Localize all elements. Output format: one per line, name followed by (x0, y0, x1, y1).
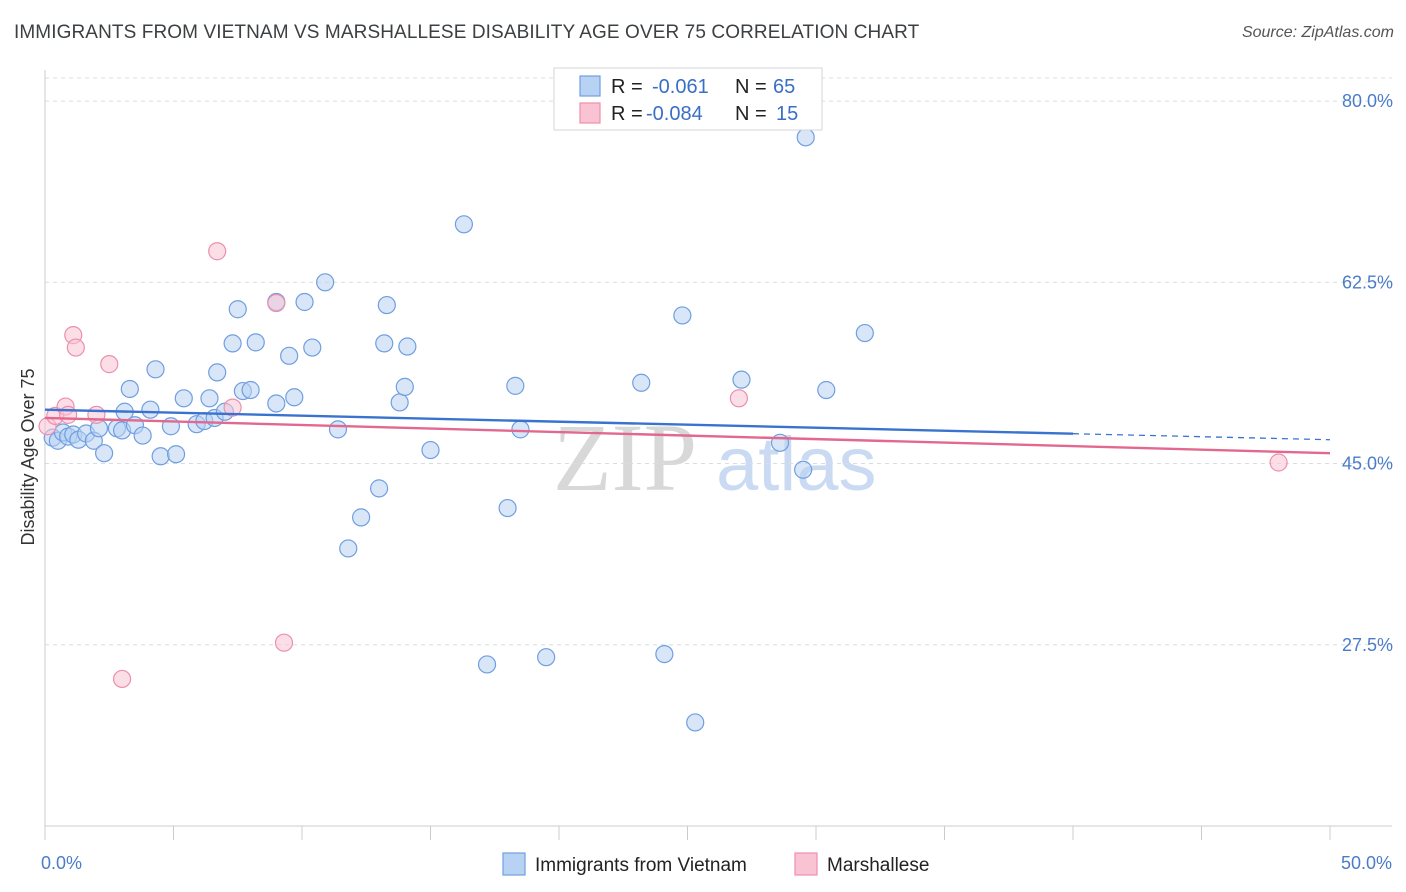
point-pink-11 (267, 293, 286, 313)
y-tick-label-1: 62.5% (1342, 272, 1393, 292)
point-blue-31 (241, 380, 260, 400)
data-points (38, 128, 1288, 732)
point-blue-59 (686, 713, 705, 732)
point-blue-26 (208, 363, 227, 382)
point-blue-56 (632, 373, 651, 392)
x-tick-label-1: 50.0% (1341, 853, 1392, 873)
point-pink-13 (729, 389, 749, 408)
point-blue-51 (477, 655, 497, 674)
point-blue-36 (285, 388, 304, 407)
point-blue-24 (200, 389, 219, 408)
point-blue-57 (655, 644, 674, 664)
legend-n-value-vietnam: 65 (773, 76, 795, 98)
axes (44, 70, 1392, 840)
point-pink-14 (1269, 453, 1288, 472)
legend-r-value-marshallese: -0.084 (646, 103, 703, 125)
series-legend-swatch-marshallese (794, 852, 818, 876)
point-blue-60 (732, 370, 751, 389)
point-pink-6 (87, 405, 106, 424)
point-blue-34 (267, 394, 286, 413)
legend-swatch-marshallese (579, 102, 601, 124)
x-tick-label-0: 0.0% (41, 853, 82, 873)
point-blue-48 (398, 337, 417, 356)
point-blue-55 (537, 648, 556, 667)
series-legend-label-marshallese: Marshallese (827, 855, 929, 876)
point-blue-40 (328, 420, 348, 439)
legend-r-value-vietnam: -0.061 (652, 76, 709, 98)
watermark-zip: ZIP (553, 404, 697, 511)
legend-n-label-vietnam: N = (735, 76, 767, 98)
point-pink-8 (112, 669, 132, 689)
point-blue-16 (141, 400, 160, 419)
tick-labels: 80.0% 62.5% 45.0% 27.5% 0.0% 50.0% (41, 91, 1393, 873)
point-blue-62 (794, 460, 813, 479)
point-blue-45 (377, 295, 396, 315)
source-label: Source: ZipAtlas.com (1241, 24, 1394, 41)
legend-r-label-vietnam: R = (611, 76, 643, 98)
trend-line-blue (44, 408, 1074, 435)
point-pink-10 (223, 398, 242, 417)
point-blue-42 (352, 508, 371, 527)
point-blue-17 (146, 360, 165, 379)
point-blue-18 (151, 447, 170, 466)
point-pink-9 (208, 242, 227, 261)
chart-title: IMMIGRANTS FROM VIETNAM VS MARSHALLESE D… (14, 22, 920, 43)
series-legend-swatch-vietnam (502, 852, 526, 876)
point-blue-21 (174, 389, 193, 408)
y-tick-label-3: 27.5% (1342, 635, 1393, 655)
stats-legend: R = -0.061 N = 65 R = -0.084 N = 15 (553, 67, 823, 131)
point-blue-9 (95, 444, 114, 463)
point-blue-20 (166, 445, 186, 464)
point-blue-38 (303, 338, 322, 357)
point-blue-41 (339, 539, 358, 558)
point-pink-7 (100, 355, 119, 374)
point-blue-64 (817, 380, 836, 400)
point-blue-65 (855, 323, 874, 343)
point-blue-28 (223, 334, 242, 353)
point-pink-12 (274, 633, 294, 652)
trend-line-dashed-blue (1072, 433, 1331, 441)
series-legend-label-vietnam: Immigrants from Vietnam (535, 855, 747, 876)
y-tick-label-2: 45.0% (1342, 454, 1393, 474)
point-blue-49 (421, 440, 440, 460)
point-blue-35 (280, 346, 299, 365)
point-blue-54 (511, 420, 530, 439)
legend-swatch-vietnam (579, 75, 601, 97)
point-blue-47 (395, 377, 414, 396)
point-blue-15 (133, 426, 152, 445)
point-blue-63 (796, 128, 815, 147)
point-pink-5 (66, 338, 85, 357)
point-blue-52 (498, 498, 517, 518)
trend-line-pink (44, 416, 1331, 455)
point-blue-50 (454, 215, 474, 234)
point-blue-53 (506, 376, 525, 395)
legend-n-label-marshallese: N = (735, 103, 767, 125)
point-blue-44 (375, 334, 394, 353)
y-tick-label-0: 80.0% (1342, 91, 1393, 111)
point-blue-32 (246, 333, 265, 352)
trend-lines (44, 408, 1331, 455)
point-blue-46 (390, 393, 409, 412)
point-blue-13 (120, 379, 139, 399)
y-axis-title: Disability Age Over 75 (18, 368, 38, 545)
point-blue-37 (295, 292, 314, 312)
point-blue-29 (228, 300, 247, 319)
point-blue-43 (370, 479, 389, 498)
point-blue-58 (673, 306, 692, 325)
grid-lines (45, 77, 1392, 646)
series-legend: Immigrants from Vietnam Marshallese (502, 852, 929, 876)
legend-n-value-marshallese: 15 (776, 103, 798, 125)
point-blue-39 (316, 273, 335, 292)
legend-r-label-marshallese: R = (611, 103, 643, 125)
